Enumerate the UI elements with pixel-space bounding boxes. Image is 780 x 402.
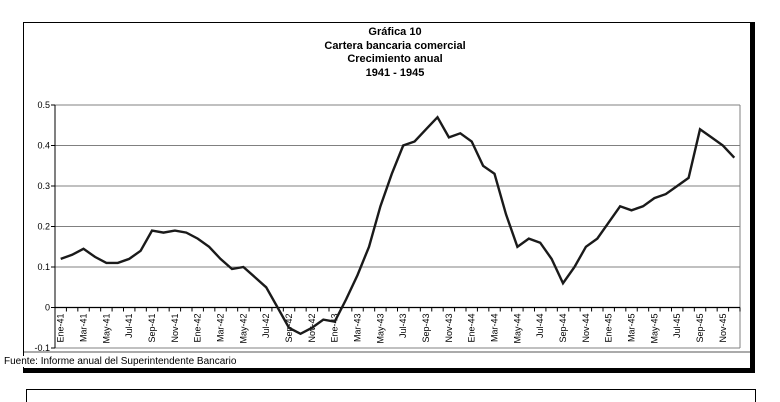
x-tick-label: Mar-44: [490, 314, 500, 343]
y-tick-label: 0.2: [37, 222, 50, 232]
x-tick-label: Mar-42: [216, 314, 226, 343]
x-tick-label: Mar-43: [353, 314, 363, 343]
y-tick-label: -0.1: [34, 343, 50, 353]
x-tick-label: Jul-44: [535, 314, 545, 339]
chart-title-line-2: Cartera bancaria comercial: [324, 39, 466, 52]
x-tick-label: May-42: [238, 314, 248, 344]
x-tick-label: Jul-43: [398, 314, 408, 339]
chart-title-line-3: Crecimiento anual: [347, 53, 443, 65]
x-tick-label: Jul-41: [124, 314, 134, 339]
x-tick-label: May-41: [101, 314, 111, 344]
y-tick-label: 0.3: [37, 181, 50, 191]
chart-title: Gráfica 10 Cartera bancaria comercial Cr…: [40, 26, 750, 80]
chart-title-line-1: Gráfica 10: [368, 26, 422, 38]
chart-frame: Gráfica 10 Cartera bancaria comercial Cr…: [23, 22, 755, 373]
x-tick-label: Sep-45: [695, 314, 705, 343]
x-tick-label: Nov-45: [718, 314, 728, 343]
y-tick-label: 0.4: [37, 141, 50, 151]
x-tick-label: Ene-45: [604, 314, 614, 343]
x-tick-label: May-44: [512, 314, 522, 344]
x-tick-label: May-45: [649, 314, 659, 344]
x-tick-label: Jul-45: [672, 314, 682, 339]
x-tick-label: Mar-45: [627, 314, 637, 343]
x-tick-label: Sep-43: [421, 314, 431, 343]
x-tick-label: Sep-41: [147, 314, 157, 343]
source-note: Fuente: Informe anual del Superintendent…: [4, 356, 240, 367]
x-tick-label: Ene-44: [467, 314, 477, 343]
x-tick-label: Ene-41: [56, 314, 66, 343]
x-tick-label: May-43: [375, 314, 385, 344]
y-tick-label: 0.5: [37, 100, 50, 110]
x-tick-label: Mar-41: [79, 314, 89, 343]
y-tick-label: 0.1: [37, 262, 50, 272]
x-tick-label: Sep-44: [558, 314, 568, 343]
x-tick-label: Ene-43: [330, 314, 340, 343]
series-line: [60, 115, 736, 336]
line-chart: 0.5 0.4 0.3 0.2 0.1 0 -0.1 Ene-41 Mar-41 May-41 Ju…: [24, 100, 750, 353]
x-tick-label: Nov-41: [170, 314, 180, 343]
chart-title-line-4: 1941 - 1945: [365, 66, 425, 79]
y-tick-label: 0: [45, 303, 50, 313]
next-frame-partial: [26, 389, 756, 402]
x-tick-label: Jul-42: [261, 314, 271, 339]
x-tick-label: Nov-44: [581, 314, 591, 343]
x-tick-label: Ene-42: [193, 314, 203, 343]
x-tick-label: Nov-43: [444, 314, 454, 343]
